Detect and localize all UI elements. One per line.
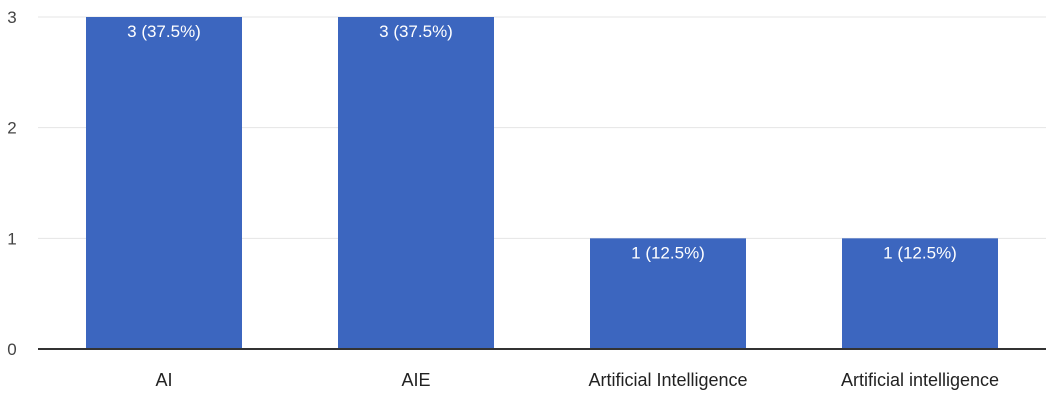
bar <box>842 238 998 349</box>
bar <box>338 17 494 349</box>
y-tick-label: 2 <box>7 119 16 138</box>
x-axis-category-label: AI <box>155 370 172 390</box>
bar-value-label: 3 (37.5%) <box>379 22 453 41</box>
y-tick-label: 3 <box>7 8 16 27</box>
bar-value-labels: 3 (37.5%) 3 (37.5%) 1 (12.5%) 1 (12.5%) <box>127 22 957 262</box>
y-tick-label: 1 <box>7 229 16 248</box>
bar <box>590 238 746 349</box>
bar <box>86 17 242 349</box>
bar-value-label: 1 (12.5%) <box>631 243 705 262</box>
bar-value-label: 1 (12.5%) <box>883 243 957 262</box>
bar-value-label: 3 (37.5%) <box>127 22 201 41</box>
x-axis-category-label: Artificial Intelligence <box>588 370 747 390</box>
y-tick-label: 0 <box>7 340 16 359</box>
bars <box>86 17 998 349</box>
x-axis-labels: AI AIE Artificial Intelligence Artificial i… <box>155 370 999 390</box>
x-axis-category-label: AIE <box>401 370 430 390</box>
y-axis-ticks: 0 1 2 3 <box>7 8 16 359</box>
x-axis-category-label: Artificial intelligence <box>841 370 999 390</box>
